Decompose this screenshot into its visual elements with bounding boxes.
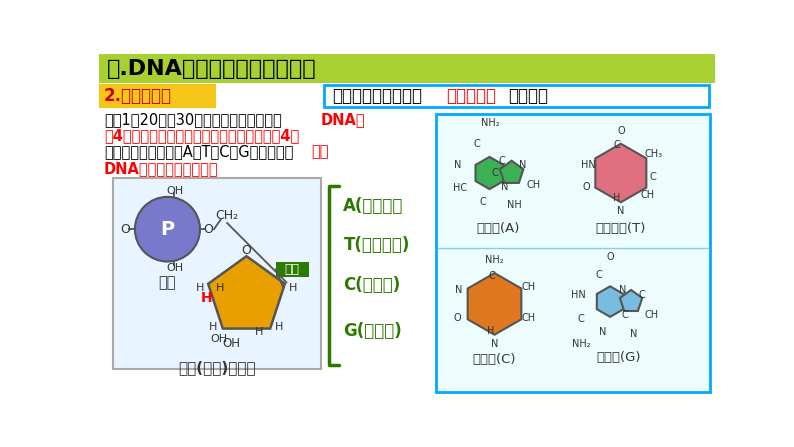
Text: 进行连接: 进行连接 bbox=[508, 87, 549, 105]
Text: 2.建立过程：: 2.建立过程： bbox=[104, 87, 172, 105]
Text: O: O bbox=[241, 244, 252, 257]
Polygon shape bbox=[597, 287, 623, 317]
Text: A(腺嘌呤）: A(腺嘌呤） bbox=[343, 197, 404, 215]
FancyBboxPatch shape bbox=[276, 261, 309, 277]
Text: G(鸟嘌呤): G(鸟嘌呤) bbox=[343, 322, 402, 340]
Text: N: N bbox=[519, 160, 527, 170]
Text: 磷酸二酯键: 磷酸二酯键 bbox=[446, 87, 496, 105]
Text: 腺嘌呤(A): 腺嘌呤(A) bbox=[476, 222, 520, 235]
Text: N: N bbox=[491, 339, 498, 349]
Text: CH: CH bbox=[645, 310, 659, 320]
Text: CH: CH bbox=[522, 282, 536, 292]
Text: 以4种脱氧核苷酸为单位连接而成的长链，这4种: 以4种脱氧核苷酸为单位连接而成的长链，这4种 bbox=[104, 128, 299, 143]
Text: C: C bbox=[596, 270, 603, 280]
Text: NH: NH bbox=[507, 200, 521, 211]
Text: C: C bbox=[499, 156, 506, 166]
Text: CH: CH bbox=[522, 313, 536, 323]
FancyBboxPatch shape bbox=[99, 84, 215, 108]
Text: 资料1：20世纪30年代，科学家认识到：: 资料1：20世纪30年代，科学家认识到： bbox=[104, 112, 282, 127]
Text: 胞嘧啶(C): 胞嘧啶(C) bbox=[472, 353, 516, 366]
Text: CH₃: CH₃ bbox=[644, 149, 662, 159]
Text: C: C bbox=[489, 271, 495, 281]
Text: CH: CH bbox=[526, 180, 540, 190]
Text: OH: OH bbox=[167, 186, 183, 196]
Text: C: C bbox=[491, 168, 498, 178]
Text: O: O bbox=[582, 182, 590, 192]
Text: N: N bbox=[619, 285, 626, 295]
Text: C(胞嘧啶): C(胞嘧啶) bbox=[343, 276, 401, 294]
Text: HC: HC bbox=[453, 183, 467, 194]
Text: O: O bbox=[453, 313, 461, 323]
Text: N: N bbox=[501, 182, 508, 192]
FancyBboxPatch shape bbox=[324, 85, 709, 107]
Text: O: O bbox=[202, 223, 213, 236]
Text: 碱基: 碱基 bbox=[285, 263, 299, 276]
Text: 脱氧核苷酸分别含有A、T、C、G四种碱基。: 脱氧核苷酸分别含有A、T、C、G四种碱基。 bbox=[104, 144, 293, 160]
Text: OH: OH bbox=[222, 337, 240, 350]
Text: NH₂: NH₂ bbox=[481, 118, 500, 128]
Polygon shape bbox=[476, 157, 503, 189]
Text: N: N bbox=[630, 329, 638, 339]
Text: C: C bbox=[650, 172, 657, 182]
Text: DNA是: DNA是 bbox=[321, 112, 365, 127]
Text: OH: OH bbox=[210, 334, 228, 344]
Text: H: H bbox=[276, 322, 283, 332]
Polygon shape bbox=[468, 273, 522, 335]
Polygon shape bbox=[596, 144, 646, 202]
Text: C: C bbox=[578, 313, 584, 324]
Text: CH: CH bbox=[641, 190, 655, 199]
Text: P: P bbox=[160, 219, 175, 239]
Text: C: C bbox=[480, 197, 486, 207]
Text: H: H bbox=[487, 326, 495, 336]
Text: CH₂: CH₂ bbox=[215, 209, 239, 222]
FancyBboxPatch shape bbox=[114, 178, 321, 369]
FancyBboxPatch shape bbox=[437, 114, 710, 392]
FancyBboxPatch shape bbox=[99, 54, 715, 83]
Text: H: H bbox=[201, 291, 213, 305]
Text: C: C bbox=[473, 139, 480, 149]
Text: NH₂: NH₂ bbox=[485, 255, 504, 265]
Text: 但对: 但对 bbox=[311, 144, 329, 160]
Circle shape bbox=[135, 197, 200, 261]
Text: N: N bbox=[599, 327, 607, 337]
Text: H: H bbox=[210, 322, 218, 332]
Text: H: H bbox=[254, 328, 263, 337]
Text: N: N bbox=[454, 160, 462, 170]
Text: T(胸腺嘧啶): T(胸腺嘧啶) bbox=[343, 236, 410, 253]
Text: 一.DNA双螺旋结构模型的构建: 一.DNA双螺旋结构模型的构建 bbox=[107, 59, 317, 79]
Text: N: N bbox=[617, 207, 625, 216]
Text: 胸腺嘧啶(T): 胸腺嘧啶(T) bbox=[596, 222, 646, 235]
Text: HN: HN bbox=[571, 291, 586, 300]
Text: C: C bbox=[614, 140, 620, 150]
Text: DNA的空间结构一无所知: DNA的空间结构一无所知 bbox=[104, 160, 218, 176]
Text: H: H bbox=[196, 283, 205, 293]
Polygon shape bbox=[208, 256, 285, 329]
Text: C: C bbox=[622, 310, 628, 320]
Text: H: H bbox=[288, 283, 297, 293]
Text: 脱氧(核糖)核苷酸: 脱氧(核糖)核苷酸 bbox=[178, 360, 256, 375]
Text: 鸟嘌呤(G): 鸟嘌呤(G) bbox=[596, 350, 641, 363]
Text: H: H bbox=[613, 193, 621, 202]
Polygon shape bbox=[620, 290, 642, 311]
Text: H: H bbox=[216, 283, 224, 293]
Text: 磷酸: 磷酸 bbox=[159, 276, 176, 291]
Text: O: O bbox=[617, 126, 625, 135]
Text: O: O bbox=[121, 223, 130, 236]
Text: 脱氧核苷酸之间通过: 脱氧核苷酸之间通过 bbox=[332, 87, 422, 105]
Text: OH: OH bbox=[167, 263, 183, 273]
Polygon shape bbox=[500, 161, 523, 183]
Text: C: C bbox=[638, 291, 645, 300]
Text: HN: HN bbox=[581, 160, 596, 170]
Text: O: O bbox=[607, 252, 615, 262]
Text: NH₂: NH₂ bbox=[572, 339, 591, 349]
Text: N: N bbox=[455, 285, 463, 295]
